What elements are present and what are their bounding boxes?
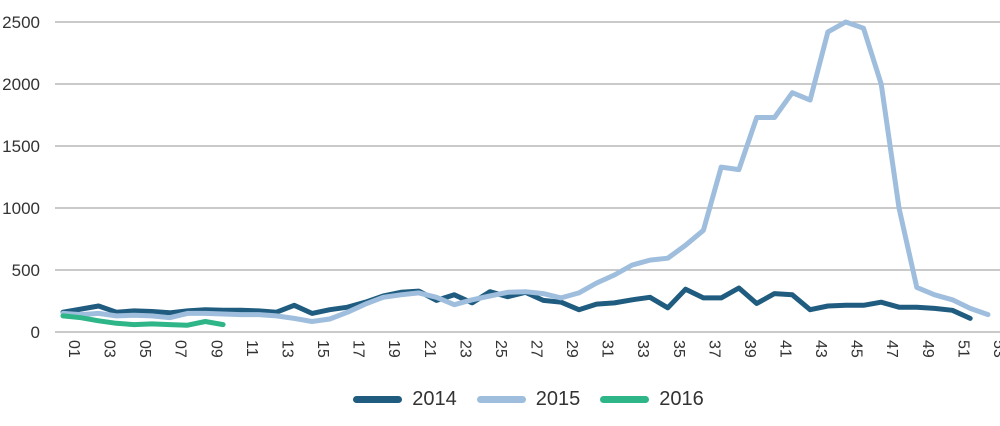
x-tick-label: 17 xyxy=(350,340,367,358)
x-tick-label: 27 xyxy=(527,340,544,358)
y-tick-label: 1500 xyxy=(2,137,40,156)
legend-label-2014: 2014 xyxy=(412,388,457,410)
x-tick-label: 19 xyxy=(385,340,402,358)
legend-item-2016: 2016 xyxy=(600,389,704,409)
x-tick-label: 33 xyxy=(634,340,651,358)
legend-swatch-2015 xyxy=(476,395,526,403)
legend-swatch-2016 xyxy=(600,395,650,403)
x-tick-label: 31 xyxy=(599,340,616,358)
y-tick-label: 0 xyxy=(31,323,40,342)
x-tick-label: 47 xyxy=(883,340,900,358)
series-line-2015 xyxy=(60,19,991,324)
x-tick-label: 13 xyxy=(278,340,295,358)
x-tick-label: 53 xyxy=(990,340,1000,358)
x-tick-label: 41 xyxy=(777,340,794,358)
x-tick-label: 21 xyxy=(421,340,438,358)
x-tick-label: 29 xyxy=(563,340,580,358)
chart-legend: 2014 2015 2016 xyxy=(57,389,1000,409)
chart-plot-area: 0 500 1000 1500 2000 2500 01 03 05 07 09 11 13 15 17 19… xyxy=(2,13,1000,358)
legend-swatch-2014 xyxy=(353,395,403,403)
x-tick-label: 07 xyxy=(172,340,189,358)
x-tick-label: 05 xyxy=(136,340,153,358)
y-tick-label: 2500 xyxy=(2,13,40,32)
x-tick-label: 23 xyxy=(456,340,473,358)
x-tick-label: 01 xyxy=(65,340,82,358)
legend-item-2014: 2014 xyxy=(353,389,457,409)
legend-label-2016: 2016 xyxy=(659,388,704,410)
x-tick-label: 25 xyxy=(492,340,509,358)
series-line-2016 xyxy=(60,313,226,328)
x-tick-label: 35 xyxy=(670,340,687,358)
x-tick-label: 09 xyxy=(207,340,224,358)
x-tick-label: 11 xyxy=(243,340,260,357)
legend-item-2015: 2015 xyxy=(476,388,581,410)
x-tick-label: 43 xyxy=(812,340,829,358)
x-tick-label: 51 xyxy=(954,340,971,358)
x-tick-label: 37 xyxy=(705,340,722,358)
x-tick-label: 39 xyxy=(741,340,758,358)
x-tick-label: 49 xyxy=(919,340,936,358)
y-tick-label: 1000 xyxy=(2,199,40,218)
x-tick-label: 03 xyxy=(101,340,118,358)
y-tick-label: 500 xyxy=(12,261,40,280)
y-tick-label: 2000 xyxy=(2,75,40,94)
legend-label-2015: 2015 xyxy=(535,388,581,410)
x-tick-label: 15 xyxy=(314,340,331,358)
x-tick-label: 45 xyxy=(848,340,865,358)
